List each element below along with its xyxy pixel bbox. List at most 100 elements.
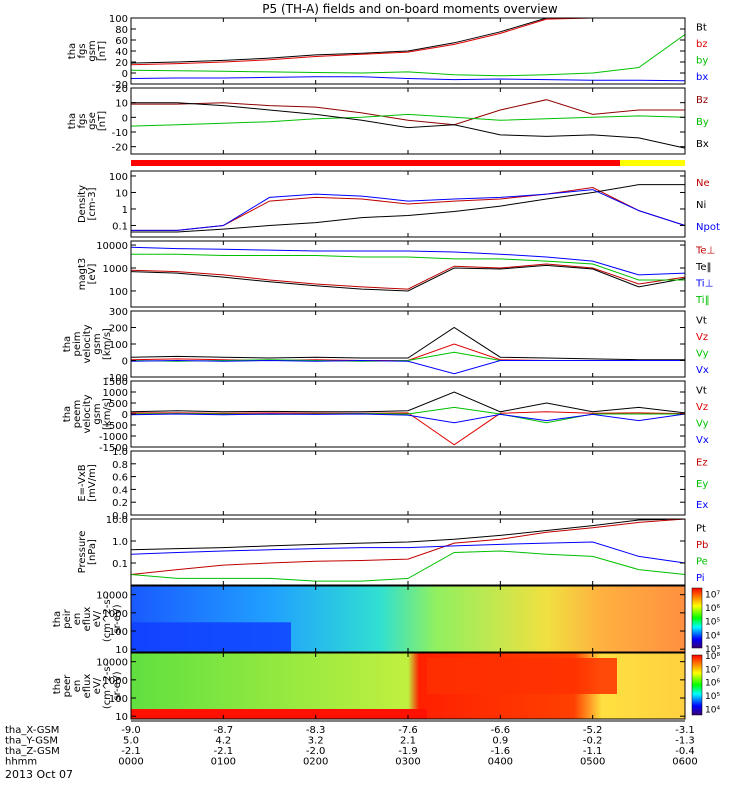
colorbar-tick-label: 10⁶	[705, 679, 720, 689]
colorbar-tick-label: 10⁷	[705, 665, 720, 675]
y-axis-label: peir	[62, 608, 73, 628]
y-tick-label: 80	[115, 25, 128, 36]
colorbar-tick-label: 10⁴	[705, 705, 720, 715]
y-axis-label: [nT]	[97, 41, 108, 61]
y-axis-label: velocity	[82, 324, 93, 363]
footer-value: -3.1	[675, 725, 695, 736]
y-tick-label: 100	[109, 340, 128, 351]
series-line-Vx	[130, 359, 685, 375]
mode-status-bar	[131, 160, 685, 166]
footer-value: -2.1	[214, 746, 234, 757]
series-line-Vx	[130, 413, 686, 424]
legend-Pb: Pb	[696, 540, 708, 551]
y-tick-label: 20	[115, 58, 128, 69]
y-tick-label: 0.2	[112, 498, 128, 509]
y-tick-label: 1000	[103, 676, 128, 687]
series-line-Pb	[130, 518, 686, 575]
y-tick-label: 40	[115, 47, 128, 58]
y-tick-label: 10	[115, 99, 128, 110]
colorbar-tick-label: 10³	[705, 645, 720, 655]
legend-Vy: Vy	[696, 349, 709, 360]
y-axis-label: peer	[62, 674, 73, 698]
footer-value: 0500	[580, 757, 605, 768]
series-line-Te‖	[130, 264, 686, 292]
footer-value: 2.1	[400, 736, 416, 747]
y-tick-label: 100	[109, 172, 128, 183]
figure-title: P5 (TH-A) fields and on-board moments ov…	[262, 2, 558, 16]
y-tick-label: 100	[109, 627, 128, 638]
colorbar-tick-label: 10⁸	[705, 652, 720, 662]
panel-frame	[130, 450, 686, 516]
series-line-Ni	[131, 184, 685, 233]
legend-by: by	[696, 56, 708, 67]
y-tick-label: 0	[122, 410, 128, 421]
legend-Pt: Pt	[696, 524, 706, 535]
y-axis-label: fgs	[77, 43, 88, 58]
y-axis-label: gsm	[87, 40, 98, 61]
y-tick-label: 1	[122, 205, 128, 216]
y-tick-label: 10	[115, 645, 128, 656]
footer-value: 0000	[118, 757, 143, 768]
panel-frame	[130, 87, 686, 155]
footer-value: -2.0	[306, 746, 326, 757]
y-axis-label: eflux	[82, 674, 93, 699]
y-axis-label: tha	[52, 678, 63, 694]
footer-value: 0200	[303, 757, 328, 768]
series-line-Pt	[130, 518, 686, 551]
series-line-Pe	[130, 550, 686, 582]
colorbar-tick-label: 10⁴	[705, 631, 720, 641]
series-line-Ti‖	[131, 253, 685, 281]
panel-pressure: Pt Pb Pe Pi 0.1 1.0 10.0 Pressure [nPa]	[77, 515, 708, 586]
footer-row-label: tha_X-GSM	[5, 725, 59, 736]
colorbar-tick-label: 10⁵	[705, 618, 720, 628]
y-axis-label: Pressure	[77, 531, 88, 574]
series-line-Bz	[131, 99, 685, 126]
legend-Vx: Vx	[696, 435, 709, 446]
legend-Ti⊥: Ti⊥	[695, 279, 713, 290]
y-tick-label: -10	[112, 128, 128, 139]
footer-value: 3.2	[308, 736, 324, 747]
y-tick-label: 0	[122, 113, 128, 124]
y-tick-label: 0.8	[112, 460, 128, 471]
y-axis-label: [cm-3]	[87, 187, 98, 220]
y-tick-label: 500	[109, 399, 128, 410]
legend-bz: bz	[696, 39, 708, 50]
y-axis-label: gsm	[92, 333, 103, 354]
y-axis-label: [mV/m]	[87, 464, 98, 502]
legend-Pi: Pi	[696, 573, 705, 584]
y-axis-label: [eV]	[87, 264, 98, 285]
y-tick-label: -20	[112, 80, 128, 91]
legend-Bx: Bx	[696, 139, 709, 150]
date-label: 2013 Oct 07	[5, 768, 73, 781]
ephemeris-footer: tha_X-GSM -9.0 -8.7 -8.3 -7.6 -6.6 -5.2 -3.1 tha…	[5, 720, 698, 768]
footer-value: -8.3	[306, 725, 326, 736]
footer-value: 0300	[395, 757, 420, 768]
legend-Vt: Vt	[696, 386, 707, 397]
y-axis-label: peim	[72, 331, 83, 356]
status-bar-red	[131, 160, 620, 166]
y-axis-label: sr-eV)	[112, 671, 123, 700]
y-axis-label: tha	[52, 611, 63, 627]
y-axis-label: Density	[77, 185, 88, 223]
footer-row-label: tha_Y-GSM	[5, 736, 58, 747]
spectrogram-hot-region	[427, 658, 617, 694]
series-line-Te⊥	[130, 263, 686, 290]
footer-value: -1.1	[583, 746, 603, 757]
footer-value: -1.3	[675, 736, 695, 747]
legend-Ex: Ex	[696, 500, 708, 511]
legend-Bt: Bt	[696, 23, 707, 34]
y-tick-label: 0.6	[112, 473, 128, 484]
y-tick-label: 0.1	[112, 559, 128, 570]
legend-Te⊥: Te⊥	[695, 246, 715, 257]
y-axis-label: gse	[87, 112, 98, 130]
y-tick-label: 60	[115, 36, 128, 47]
y-tick-label: 10000	[96, 658, 128, 669]
y-axis-label: eV/	[92, 677, 103, 694]
colorbar-tick-label: 10⁷	[705, 590, 720, 600]
footer-value: -8.7	[214, 725, 234, 736]
y-tick-label: 100	[109, 694, 128, 705]
y-tick-label: 10000	[96, 241, 128, 252]
y-tick-label: 0	[122, 69, 128, 80]
y-axis-label: tha	[67, 43, 78, 59]
